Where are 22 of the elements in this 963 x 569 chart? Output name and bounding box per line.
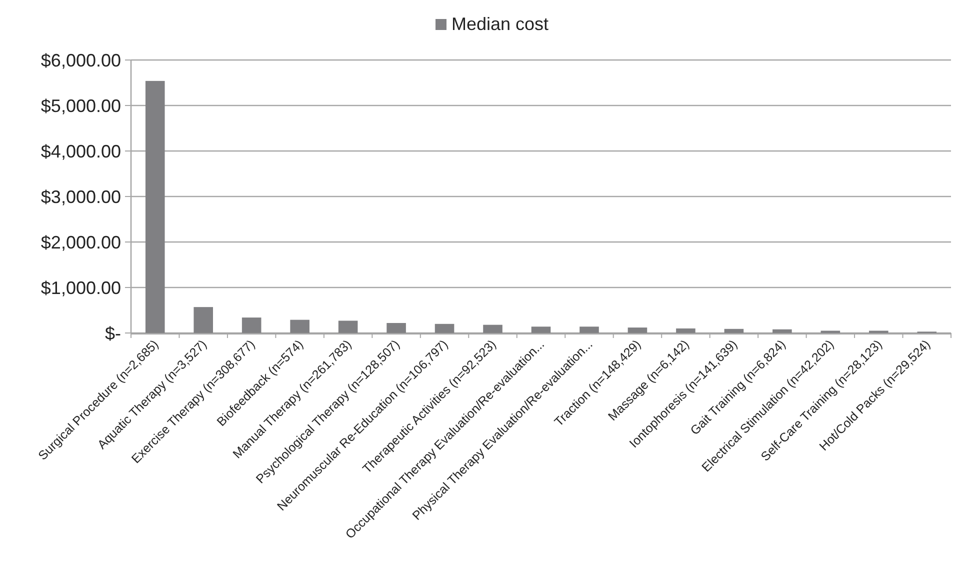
bar	[580, 326, 599, 333]
legend-label: Median cost	[452, 14, 549, 34]
y-tick-label: $4,000.00	[40, 141, 121, 162]
bar	[772, 329, 792, 333]
bar	[483, 324, 502, 333]
y-tick-label: $-	[104, 323, 121, 344]
bar	[724, 328, 744, 333]
bar	[338, 320, 358, 333]
bar	[386, 322, 406, 333]
y-tick-label: $3,000.00	[40, 186, 121, 207]
bar	[242, 318, 262, 333]
bar	[290, 320, 310, 333]
bar	[628, 328, 648, 333]
bar	[194, 307, 213, 333]
y-tick-label: $6,000.00	[40, 50, 121, 70]
bar	[434, 324, 454, 333]
y-tick-label: $2,000.00	[40, 232, 121, 252]
y-tick-label: $5,000.00	[40, 96, 121, 116]
y-tick-label: $1,000.00	[40, 278, 121, 298]
bar	[531, 326, 551, 333]
bar	[676, 328, 696, 333]
bar	[145, 80, 165, 333]
